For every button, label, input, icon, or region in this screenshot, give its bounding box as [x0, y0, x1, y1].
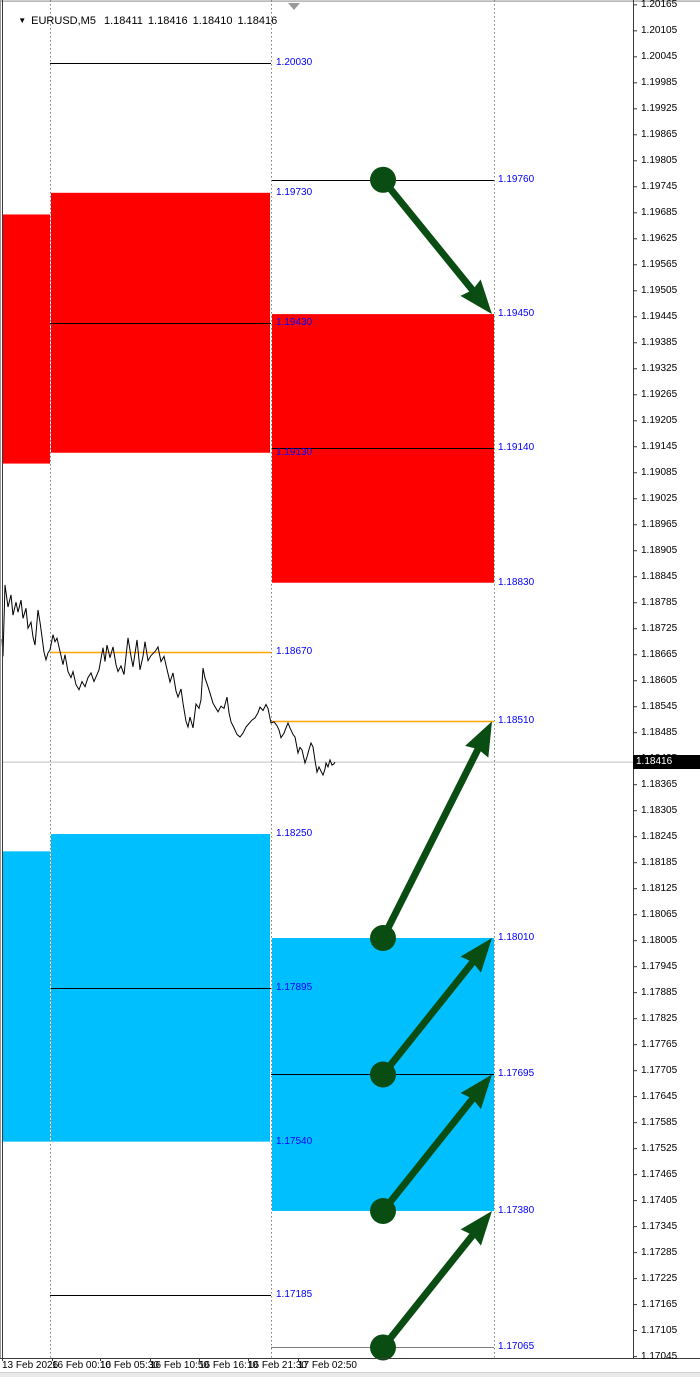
- arrow-head[interactable]: [460, 938, 492, 973]
- arrow-tail-circle[interactable]: [370, 166, 396, 193]
- ohlc-close: 1.18416: [237, 15, 278, 27]
- chart-menu-icon[interactable]: ▼: [18, 16, 27, 25]
- ohlc-low: 1.18410: [192, 15, 233, 27]
- demand-zone[interactable]: [51, 834, 270, 1142]
- window-bottom-strip: [0, 1372, 700, 1377]
- arrow-head[interactable]: [460, 1210, 492, 1246]
- ohlc-open: 1.18411: [103, 15, 143, 27]
- arrow-head[interactable]: [460, 279, 492, 315]
- arrow-shaft[interactable]: [380, 177, 476, 294]
- forecast-arrow-up[interactable]: [370, 1074, 492, 1224]
- forecast-arrow-down[interactable]: [370, 166, 492, 315]
- arrow-head[interactable]: [460, 1074, 492, 1110]
- arrow-tail-circle[interactable]: [370, 1061, 396, 1088]
- arrow-shaft[interactable]: [380, 959, 477, 1077]
- ohlc-high: 1.18416: [147, 15, 188, 27]
- arrow-tail-circle[interactable]: [370, 1197, 396, 1224]
- forecast-arrow-up[interactable]: [370, 938, 492, 1088]
- arrow-shaft[interactable]: [380, 1232, 477, 1350]
- arrow-shaft[interactable]: [380, 1095, 477, 1214]
- arrow-tail-circle[interactable]: [370, 1334, 396, 1361]
- chart-header: ▼ EURUSD,M5 1.18411 1.18416 1.18410 1.18416: [6, 3, 282, 39]
- symbol-timeframe-label: EURUSD,M5: [31, 15, 96, 27]
- window-top-edge: [0, 0, 700, 2]
- arrow-tail-circle[interactable]: [370, 925, 396, 952]
- forecast-arrow-up[interactable]: [370, 721, 492, 952]
- current-price-badge: 1.18416: [633, 755, 700, 769]
- arrow-shaft[interactable]: [379, 746, 482, 940]
- supply-zone[interactable]: [51, 192, 270, 453]
- price-line: [1, 584, 336, 777]
- chart-shift-marker-icon[interactable]: [288, 3, 300, 10]
- forecast-arrow-up[interactable]: [370, 1210, 492, 1361]
- demand-zone[interactable]: [3, 851, 50, 1142]
- supply-zone[interactable]: [3, 214, 50, 464]
- arrow-head[interactable]: [465, 721, 492, 758]
